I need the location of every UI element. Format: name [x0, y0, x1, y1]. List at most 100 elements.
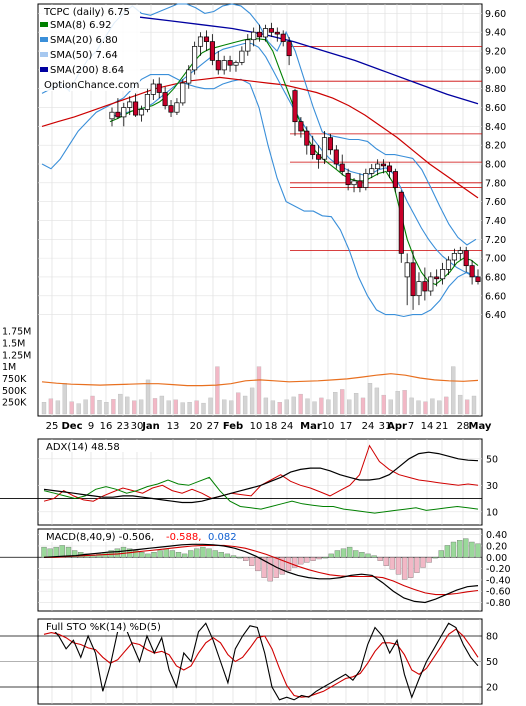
volume-bar — [145, 379, 151, 415]
candle-body — [221, 60, 227, 71]
macd-histogram-bar — [157, 550, 163, 558]
volume-bar — [381, 394, 386, 415]
volume-bar — [236, 392, 241, 415]
macd-histogram-bar — [463, 538, 469, 558]
candle-body — [410, 262, 416, 297]
macd-histogram-bar — [145, 553, 151, 558]
volume-bars — [41, 366, 477, 415]
macd-histogram-bar — [469, 541, 475, 558]
date-tick-label: 18 — [265, 421, 278, 432]
adx-lines — [43, 444, 479, 514]
candle-body — [251, 31, 257, 41]
volume-bar — [430, 398, 435, 415]
macd-histogram-bar — [267, 557, 273, 582]
date-tick-label: 23 — [117, 421, 130, 432]
legend-sma8: SMA(8) 6.92 — [40, 20, 111, 31]
macd-histogram-bar — [41, 546, 47, 558]
volume-bar — [201, 402, 206, 415]
candle-body — [310, 144, 316, 155]
date-tick-label: Feb — [223, 421, 243, 432]
candle-body — [286, 41, 292, 57]
volume-bar — [138, 399, 144, 415]
volume-bar — [409, 397, 414, 415]
macd-histogram-bar — [340, 548, 347, 558]
candle-body — [109, 111, 115, 120]
date-tick-label: 7 — [408, 421, 414, 432]
macd-histogram-bar — [285, 557, 292, 572]
price-tick-label: 6.80 — [485, 272, 506, 283]
sma50-line — [41, 76, 479, 199]
volume-bar — [416, 400, 421, 415]
macd-histogram-bar — [236, 557, 243, 559]
candle-body — [345, 173, 351, 186]
macd-histogram-bar — [420, 557, 426, 568]
volume-bar — [444, 396, 449, 415]
adx-axis-ticks: 50 30 10 — [486, 454, 498, 518]
volume-bar — [360, 397, 366, 415]
adx-tick-label: 50 — [486, 454, 498, 465]
legend-label-sma8: SMA(8) 6.92 — [50, 20, 111, 31]
stochastic-tick-label: 80 — [486, 632, 498, 643]
volume-bar — [187, 402, 192, 415]
price-tick-label: 9.40 — [485, 28, 506, 39]
macd-histogram-bar — [114, 548, 121, 558]
macd-signal-line — [44, 544, 479, 596]
candle-body — [156, 83, 162, 93]
candle-body — [392, 171, 398, 188]
volume-bar — [208, 397, 213, 415]
candle-body — [203, 36, 210, 42]
macd-histogram-bar — [322, 557, 328, 559]
macd-histogram-bar — [426, 557, 432, 563]
candle-body — [327, 137, 333, 151]
macd-tick-label: -0.40 — [486, 575, 511, 586]
macd-histogram-bar — [365, 553, 371, 558]
candle-body — [463, 250, 469, 267]
stochastic-label: Full STO %K(14) %D(5) — [46, 622, 161, 633]
macd-histogram-bar — [133, 550, 139, 558]
volume-bar — [249, 387, 255, 415]
macd-histogram-bar — [346, 546, 353, 558]
macd-histogram-bar — [71, 550, 78, 558]
macd-line — [43, 543, 479, 604]
macd-tick-label: 0.00 — [486, 553, 507, 564]
date-tick-label: 17 — [340, 421, 353, 432]
legend-sma50: SMA(50) 7.64 — [40, 50, 118, 61]
volume-tick-label: 750K — [2, 374, 27, 385]
macd-histogram-bar — [206, 548, 212, 558]
candle-body — [304, 130, 310, 146]
legend-label-sma50: SMA(50) 7.64 — [50, 50, 118, 61]
legend-swatch-sma8 — [40, 22, 48, 27]
macd-histogram-bar — [304, 557, 310, 563]
date-tick-label: 24 — [281, 421, 294, 432]
legend-swatch-sma20 — [40, 37, 48, 42]
candle-body — [186, 69, 192, 84]
watermark-text: OptionChance.com — [44, 80, 139, 91]
volume-bar — [340, 389, 345, 415]
candle-body — [375, 163, 381, 170]
macd-histogram-bar — [230, 555, 237, 558]
price-tick-label: 9.20 — [485, 47, 506, 58]
price-tick-label: 7.40 — [485, 216, 506, 227]
macd-panel: 0.400.200.00-0.20-0.40-0.60-0.80 MACD(8,… — [0, 528, 511, 612]
volume-bar — [277, 402, 282, 415]
volume-bar — [374, 387, 380, 415]
candle-body — [162, 92, 168, 107]
legend-background — [40, 5, 140, 91]
volume-bar — [353, 393, 359, 415]
volume-bar — [48, 398, 54, 415]
macd-histogram-bar — [310, 557, 316, 561]
candle-body — [138, 109, 145, 116]
macd-histogram-bar — [175, 552, 182, 558]
macd-histogram-bar — [65, 546, 72, 558]
macd-histogram-bar — [249, 557, 255, 566]
volume-bar — [298, 393, 303, 415]
candle-body — [215, 60, 221, 71]
candle-body — [428, 276, 434, 292]
date-tick-label: Apr — [387, 421, 407, 432]
macd-label-bg — [40, 530, 250, 542]
price-panel: 9.60 9.40 9.20 9.00 8.80 8.60 8.40 8.20 8.00 7.80… — [2, 3, 506, 432]
volume-tick-label: 250K — [2, 398, 27, 409]
volume-bar — [83, 399, 88, 415]
volume-bar — [111, 399, 116, 415]
macd-histogram-bar — [212, 550, 218, 558]
